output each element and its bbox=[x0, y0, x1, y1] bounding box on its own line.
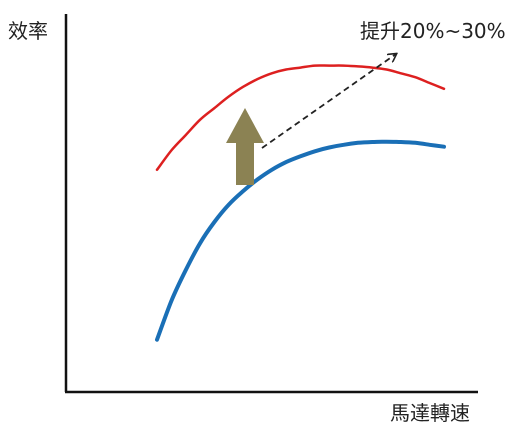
series-layer bbox=[155, 64, 446, 342]
series-line-improved bbox=[155, 64, 446, 172]
x-axis-label: 馬達轉速 bbox=[390, 401, 470, 423]
improvement-annotation: 提升20%~30% bbox=[360, 19, 506, 43]
y-axis-label: 效率 bbox=[8, 19, 48, 43]
improvement-up-arrow bbox=[226, 108, 264, 185]
dashed-trend-arrow bbox=[261, 54, 396, 149]
series-line-baseline bbox=[155, 139, 446, 342]
